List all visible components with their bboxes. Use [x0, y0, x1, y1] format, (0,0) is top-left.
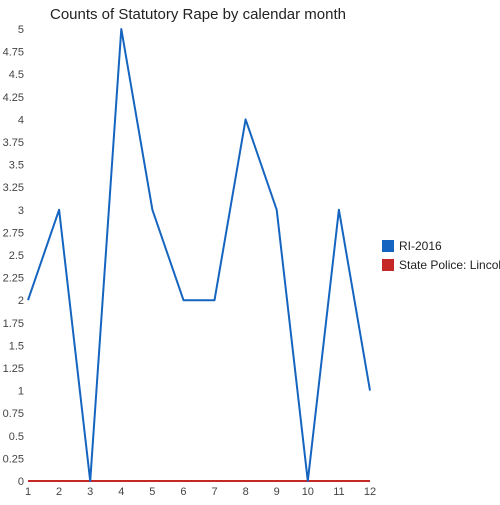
x-tick-label: 8	[243, 486, 249, 498]
x-axis: 1 2 3 4 5 6 7 8 9 10 11 12	[25, 480, 376, 498]
y-tick-label: 0	[18, 476, 24, 488]
y-tick-label: 2.75	[3, 227, 24, 239]
x-tick-label: 3	[87, 486, 93, 498]
y-tick-label: 3.5	[9, 160, 24, 172]
y-tick-label: 4.5	[9, 69, 24, 81]
y-tick-label: 4	[18, 114, 24, 126]
y-tick-label: 0.25	[3, 453, 24, 465]
y-tick-label: 5	[18, 24, 24, 36]
series-line-0	[27, 28, 371, 482]
y-tick-label: 4.75	[3, 47, 24, 59]
y-tick-label: 2.5	[9, 250, 24, 262]
legend-swatch	[382, 259, 394, 271]
y-tick-label: 3.75	[3, 137, 24, 149]
y-tick-label: 3.25	[3, 182, 24, 194]
x-tick-label: 1	[25, 486, 31, 498]
y-tick-label: 2	[18, 295, 24, 307]
series-lines	[27, 28, 371, 482]
legend: RI-2016 State Police: Lincoln	[382, 239, 500, 272]
y-tick-label: 1.5	[9, 340, 24, 352]
x-tick-label: 11	[333, 486, 344, 498]
y-tick-label: 1	[18, 386, 24, 398]
x-tick-label: 4	[118, 486, 124, 498]
y-tick-label: 4.25	[3, 92, 24, 104]
y-tick-label: 0.75	[3, 408, 24, 420]
x-tick-label: 5	[149, 486, 155, 498]
x-tick-label: 7	[211, 486, 217, 498]
x-tick-label: 10	[302, 486, 314, 498]
x-tick-label: 2	[56, 486, 62, 498]
y-tick-label: 0.5	[9, 431, 24, 443]
y-tick-label: 3	[18, 205, 24, 217]
x-tick-label: 9	[274, 486, 280, 498]
legend-swatch	[382, 240, 394, 252]
chart-title: Counts of Statutory Rape by calendar mon…	[50, 6, 346, 23]
legend-label: State Police: Lincoln	[399, 258, 500, 272]
y-tick-label: 1.25	[3, 363, 24, 375]
y-tick-label: 1.75	[3, 318, 24, 330]
y-axis: 0 0.25 0.5 0.75 1 1.25 1.5 1.75 2 2.25 2.5 2.75 3 3.2…	[3, 24, 24, 488]
legend-label: RI-2016	[399, 239, 442, 253]
x-tick-label: 12	[364, 486, 376, 498]
x-tick-label: 6	[180, 486, 186, 498]
y-tick-label: 2.25	[3, 273, 24, 285]
